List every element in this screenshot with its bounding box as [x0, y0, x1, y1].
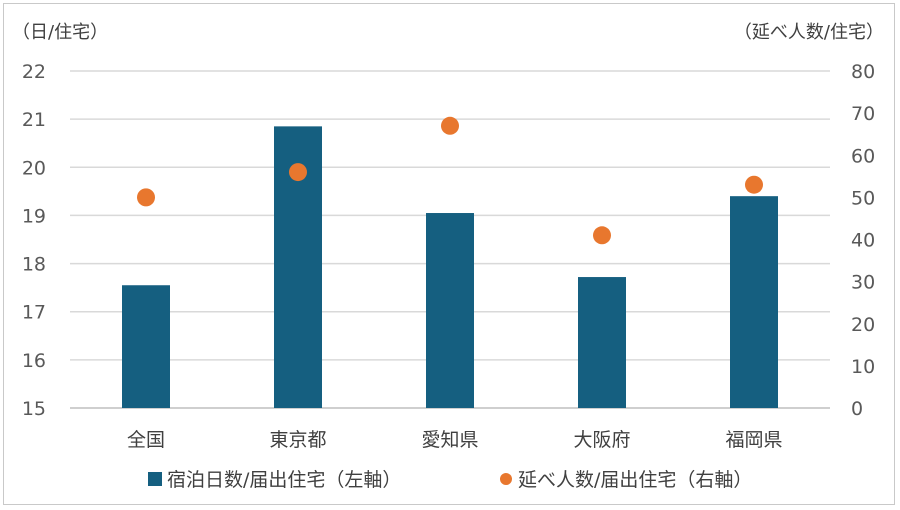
right-tick-label: 80	[851, 61, 875, 83]
right-axis-ticks: 0 10 20 30 40 50 60 70 80	[851, 61, 875, 420]
bar	[122, 285, 170, 408]
legend-dot-swatch	[500, 473, 512, 485]
left-tick-label: 20	[22, 157, 46, 179]
left-tick-label: 18	[22, 254, 46, 276]
data-point	[745, 175, 763, 194]
legend-dot-label: 延べ人数/届出住宅（右軸）	[518, 469, 752, 491]
right-tick-label: 40	[851, 230, 875, 252]
category-label: 愛知県	[421, 429, 478, 451]
right-tick-label: 60	[851, 145, 875, 167]
left-tick-label: 16	[22, 350, 46, 372]
right-tick-label: 0	[851, 398, 863, 420]
legend: 宿泊日数/届出住宅（左軸） 延べ人数/届出住宅（右軸）	[148, 469, 752, 491]
left-tick-label: 19	[22, 205, 46, 227]
dot-series	[137, 116, 763, 245]
left-tick-label: 17	[22, 302, 46, 324]
right-tick-label: 20	[851, 314, 875, 336]
category-labels: 全国 東京都 愛知県 大阪府 福岡県	[127, 429, 783, 451]
right-axis-unit: （延べ人数/住宅）	[734, 22, 884, 43]
category-label: 東京都	[269, 429, 326, 451]
bar	[578, 277, 626, 408]
right-tick-label: 70	[851, 103, 875, 125]
data-point	[289, 163, 307, 182]
category-label: 福岡県	[725, 429, 782, 451]
right-tick-label: 30	[851, 272, 875, 294]
legend-bar-label: 宿泊日数/届出住宅（左軸）	[167, 469, 401, 491]
left-axis-unit: （日/住宅）	[12, 22, 108, 43]
bar	[426, 213, 474, 408]
data-point	[593, 226, 611, 245]
right-tick-label: 10	[851, 356, 875, 378]
left-tick-label: 21	[22, 109, 46, 131]
legend-bar-swatch	[148, 472, 162, 486]
bar-series	[122, 126, 778, 408]
right-tick-label: 50	[851, 187, 875, 209]
data-point	[137, 188, 155, 207]
left-tick-label: 15	[22, 398, 46, 420]
left-axis-ticks: 15 16 17 18 19 20 21 22	[22, 61, 46, 420]
left-tick-label: 22	[22, 61, 46, 83]
category-label: 全国	[127, 429, 165, 451]
bar	[730, 196, 778, 408]
category-label: 大阪府	[573, 429, 630, 451]
data-point	[441, 116, 459, 135]
